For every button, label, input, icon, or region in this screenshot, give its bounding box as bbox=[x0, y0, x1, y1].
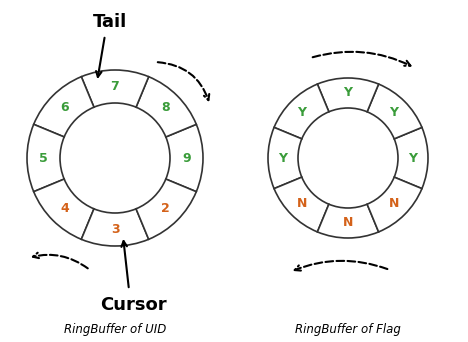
Wedge shape bbox=[166, 124, 203, 192]
Text: RingBuffer of UID: RingBuffer of UID bbox=[64, 324, 166, 337]
Text: 8: 8 bbox=[161, 101, 170, 114]
Wedge shape bbox=[34, 77, 94, 137]
Text: Tail: Tail bbox=[93, 13, 127, 31]
Wedge shape bbox=[136, 179, 196, 239]
Wedge shape bbox=[394, 127, 428, 189]
Wedge shape bbox=[274, 177, 329, 232]
Text: Cursor: Cursor bbox=[100, 296, 166, 314]
Wedge shape bbox=[317, 204, 379, 238]
Text: N: N bbox=[343, 216, 353, 229]
Text: 4: 4 bbox=[60, 202, 69, 215]
Text: Y: Y bbox=[344, 87, 352, 100]
Wedge shape bbox=[367, 177, 422, 232]
Wedge shape bbox=[34, 179, 94, 239]
Wedge shape bbox=[268, 127, 302, 189]
Text: N: N bbox=[389, 197, 399, 210]
Text: Y: Y bbox=[298, 106, 307, 119]
Text: 9: 9 bbox=[182, 152, 191, 165]
Wedge shape bbox=[81, 209, 149, 246]
Text: Y: Y bbox=[278, 152, 287, 165]
Text: 6: 6 bbox=[60, 101, 69, 114]
Text: N: N bbox=[297, 197, 307, 210]
Text: Y: Y bbox=[409, 152, 417, 165]
Wedge shape bbox=[136, 77, 196, 137]
Text: RingBuffer of Flag: RingBuffer of Flag bbox=[295, 324, 401, 337]
Text: 5: 5 bbox=[39, 152, 48, 165]
Wedge shape bbox=[317, 78, 379, 112]
Text: 3: 3 bbox=[111, 223, 119, 236]
Wedge shape bbox=[274, 84, 329, 139]
Text: 7: 7 bbox=[110, 80, 119, 93]
Text: Y: Y bbox=[389, 106, 398, 119]
Wedge shape bbox=[81, 70, 149, 107]
Wedge shape bbox=[27, 124, 64, 192]
Text: 2: 2 bbox=[161, 202, 170, 215]
Wedge shape bbox=[367, 84, 422, 139]
